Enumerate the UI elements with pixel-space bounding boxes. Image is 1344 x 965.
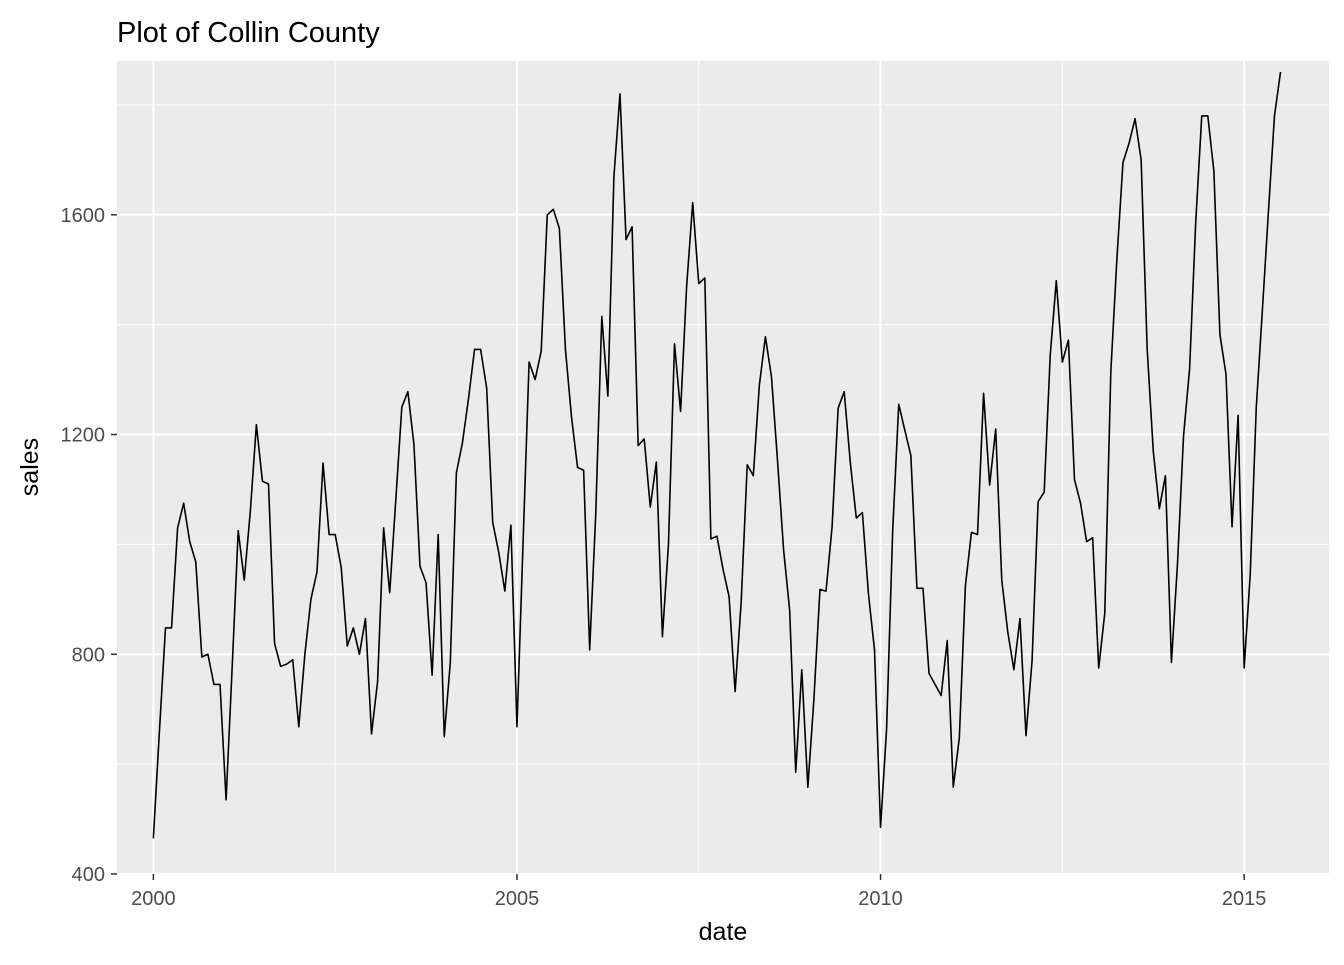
series-line [152, 71, 1282, 839]
x-tick-label: 2005 [495, 888, 540, 910]
x-tick-label: 2015 [1222, 888, 1267, 910]
y-axis-title: sales [16, 438, 44, 496]
x-tick-label: 2010 [858, 888, 903, 910]
y-tick-label: 1200 [61, 425, 106, 447]
chart-title: Plot of Collin County [117, 17, 380, 49]
major-gridlines [117, 61, 1329, 875]
x-axis: 2000 2005 2010 2015 [131, 874, 1266, 910]
y-tick-label: 800 [72, 644, 105, 666]
x-tick-label: 2000 [131, 888, 176, 910]
plot-panel [117, 61, 1329, 874]
y-tick-label: 1600 [61, 205, 106, 227]
y-axis: 400 800 1200 1600 [61, 205, 117, 886]
x-axis-title: date [699, 918, 748, 946]
y-tick-label: 400 [72, 864, 105, 886]
